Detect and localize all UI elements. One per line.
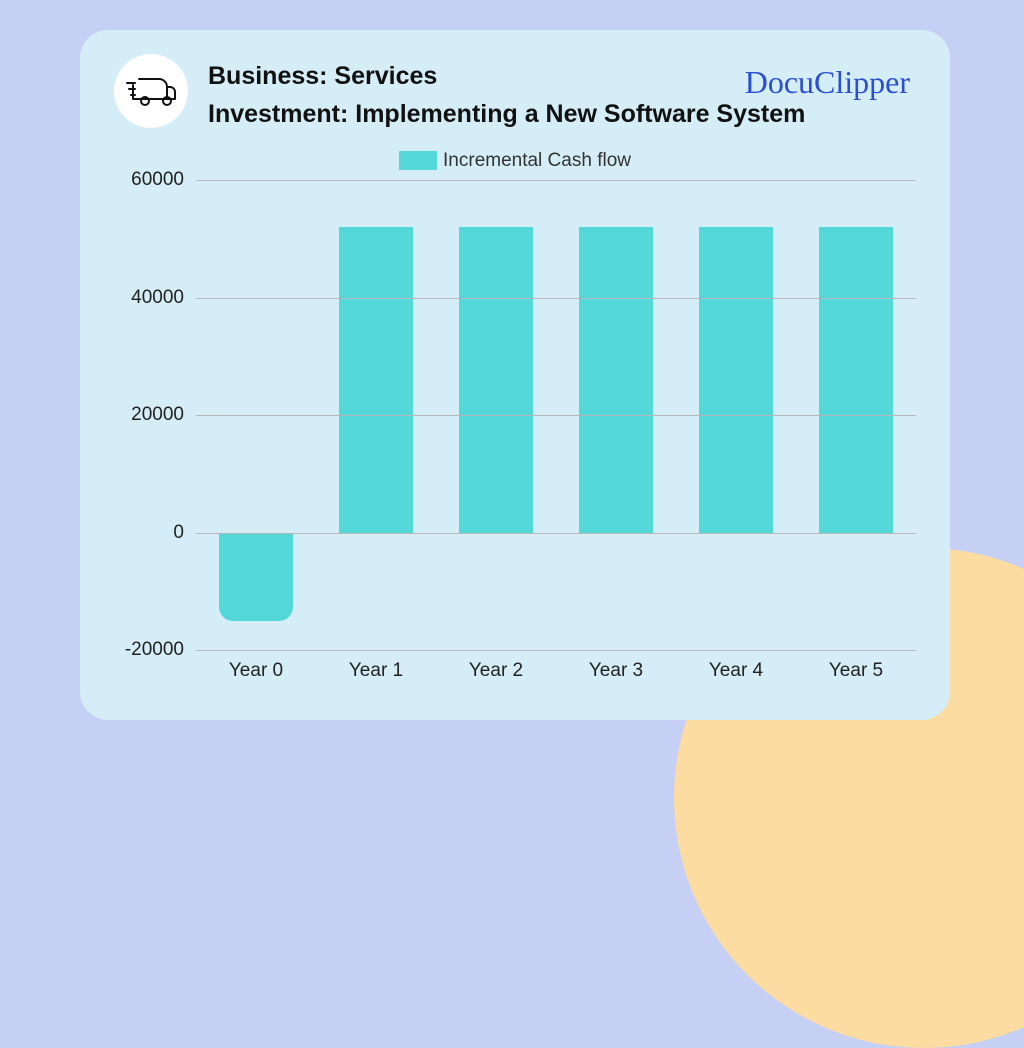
x-axis-label: Year 2 [469, 660, 523, 682]
y-axis-label: -20000 [104, 639, 184, 661]
gridline [196, 180, 916, 181]
legend-label: Incremental Cash flow [443, 150, 631, 171]
y-axis-label: 40000 [104, 287, 184, 309]
chart-card: Business: Services Investment: Implement… [80, 30, 950, 720]
gridline [196, 650, 916, 651]
y-axis-label: 20000 [104, 404, 184, 426]
bar [459, 227, 533, 533]
plot-area: -200000200004000060000Year 0Year 1Year 2… [114, 180, 916, 680]
gridline [196, 415, 916, 416]
gridline [196, 298, 916, 299]
x-axis-label: Year 0 [229, 660, 283, 682]
y-axis-label: 0 [104, 522, 184, 544]
chart: Incremental Cash flow -20000020000400006… [114, 150, 916, 690]
x-axis-label: Year 5 [829, 660, 883, 682]
delivery-icon [114, 54, 188, 128]
legend-swatch [399, 151, 437, 170]
gridline [196, 533, 916, 534]
bar [819, 227, 893, 533]
title-investment: Investment: Implementing a New Software … [208, 96, 916, 134]
bar [699, 227, 773, 533]
bar [339, 227, 413, 533]
y-axis-label: 60000 [104, 169, 184, 191]
legend: Incremental Cash flow [114, 150, 916, 172]
bar [219, 533, 293, 621]
truck-icon [125, 71, 177, 111]
x-axis-label: Year 1 [349, 660, 403, 682]
brand-logo: DocuClipper [745, 64, 910, 101]
x-axis-label: Year 3 [589, 660, 643, 682]
bar [579, 227, 653, 533]
x-axis-label: Year 4 [709, 660, 763, 682]
